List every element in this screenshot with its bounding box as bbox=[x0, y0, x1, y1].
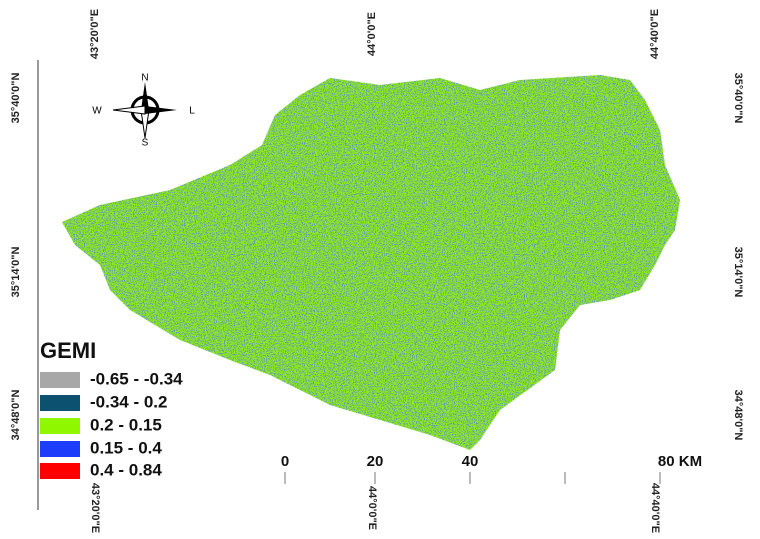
coordinate-label: 43°20'0"E bbox=[89, 483, 101, 533]
compass-label: L bbox=[189, 106, 195, 117]
compass-label: W bbox=[92, 106, 102, 117]
legend-swatch bbox=[40, 463, 80, 479]
coordinate-label: 43°20'0"E bbox=[89, 9, 101, 59]
compass-label: S bbox=[142, 138, 149, 149]
north-arrow bbox=[113, 82, 177, 138]
coordinate-label: 44°0'0"E bbox=[366, 486, 378, 530]
coordinate-label: 35°14'0"N bbox=[732, 247, 744, 298]
coordinate-label: 44°0'0"E bbox=[366, 12, 378, 56]
compass-label: N bbox=[141, 73, 148, 84]
legend-label: -0.65 - -0.34 bbox=[90, 369, 183, 388]
legend-label: 0.4 - 0.84 bbox=[90, 460, 162, 479]
coordinate-label: 34°48'0"N bbox=[10, 390, 22, 441]
legend-label: 0.2 - 0.15 bbox=[90, 415, 162, 434]
coordinate-label: 35°40'0"N bbox=[10, 73, 22, 124]
legend-swatch bbox=[40, 441, 80, 457]
legend-swatch bbox=[40, 418, 80, 434]
legend-swatch bbox=[40, 395, 80, 411]
coordinate-label: 44°40'0"E bbox=[649, 483, 661, 533]
scale-label: 40 bbox=[462, 453, 479, 470]
scale-label: 20 bbox=[367, 453, 384, 470]
coordinate-label: 35°40'0"N bbox=[732, 73, 744, 124]
coordinate-label: 44°40'0"E bbox=[649, 9, 661, 59]
legend-label: 0.15 - 0.4 bbox=[90, 438, 162, 457]
scale-label: 0 bbox=[281, 453, 289, 470]
scale-bar bbox=[285, 472, 660, 484]
coordinate-label: 34°48'0"N bbox=[732, 390, 744, 441]
scale-label: 80 KM bbox=[658, 453, 702, 470]
legend-swatch bbox=[40, 372, 80, 388]
coordinate-label: 35°14'0"N bbox=[10, 247, 22, 298]
legend-title: GEMI bbox=[40, 338, 96, 363]
legend-label: -0.34 - 0.2 bbox=[90, 392, 168, 411]
map-figure: 43°20'0"E 43°20'0"E 44°0'0"E 44°0'0"E 44°40'… bbox=[0, 0, 760, 534]
